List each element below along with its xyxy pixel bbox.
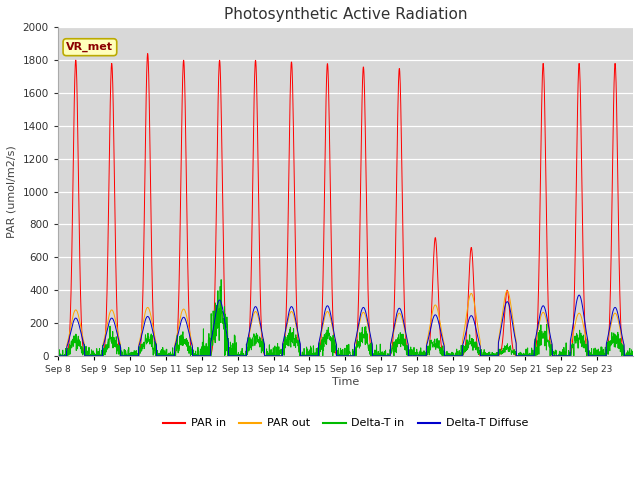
Delta-T Diffuse <box>551 353 559 359</box>
Title: Photosynthetic Active Radiation: Photosynthetic Active Radiation <box>223 7 467 22</box>
PAR out <box>519 353 527 359</box>
PAR in <box>629 353 637 359</box>
Delta-T in <box>111 340 119 346</box>
Line: Delta-T in: Delta-T in <box>58 280 633 356</box>
Delta-T in <box>381 348 388 354</box>
PAR in <box>380 353 388 359</box>
PAR out <box>236 353 243 359</box>
Delta-T in <box>552 349 559 355</box>
PAR out <box>629 353 637 359</box>
Delta-T Diffuse <box>111 323 119 329</box>
Delta-T in <box>621 353 629 359</box>
Line: PAR out: PAR out <box>58 291 633 356</box>
PAR in <box>519 353 527 359</box>
Delta-T in <box>54 351 61 357</box>
PAR in <box>111 228 119 234</box>
PAR in <box>621 353 629 359</box>
PAR out <box>503 288 511 294</box>
PAR in <box>54 353 61 359</box>
PAR in <box>552 353 559 359</box>
Delta-T in <box>236 353 244 359</box>
Line: Delta-T Diffuse: Delta-T Diffuse <box>58 295 633 356</box>
Delta-T in <box>629 352 637 358</box>
PAR out <box>552 353 559 359</box>
Delta-T in <box>218 277 225 283</box>
PAR out <box>111 316 119 322</box>
PAR out <box>621 353 629 359</box>
Delta-T Diffuse <box>236 353 243 359</box>
Delta-T Diffuse <box>575 292 583 298</box>
Text: VR_met: VR_met <box>67 42 113 52</box>
X-axis label: Time: Time <box>332 377 359 387</box>
PAR in <box>144 51 152 57</box>
Delta-T Diffuse <box>621 353 629 359</box>
Delta-T in <box>519 353 527 359</box>
Delta-T in <box>54 353 62 359</box>
PAR out <box>54 353 61 359</box>
Delta-T Diffuse <box>380 353 388 359</box>
PAR out <box>380 353 388 359</box>
Legend: PAR in, PAR out, Delta-T in, Delta-T Diffuse: PAR in, PAR out, Delta-T in, Delta-T Dif… <box>159 414 532 433</box>
Delta-T Diffuse <box>54 353 61 359</box>
Delta-T Diffuse <box>519 353 527 359</box>
Line: PAR in: PAR in <box>58 54 633 356</box>
Y-axis label: PAR (umol/m2/s): PAR (umol/m2/s) <box>7 145 17 238</box>
Delta-T Diffuse <box>629 353 637 359</box>
PAR in <box>236 353 243 359</box>
